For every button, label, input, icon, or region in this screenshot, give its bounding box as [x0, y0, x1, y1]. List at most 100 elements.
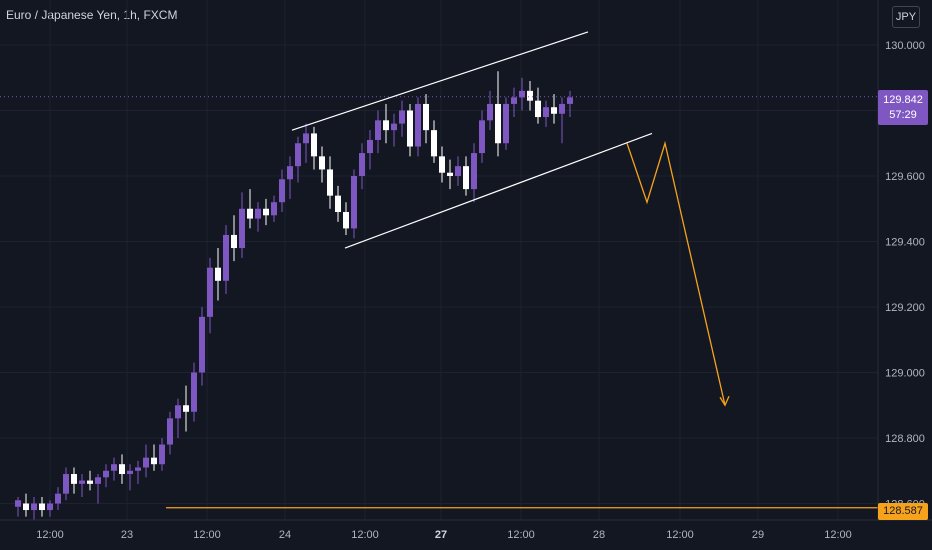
- candle-body: [423, 103, 429, 131]
- chart-grid: [0, 0, 878, 520]
- price-tick-label: 130.000: [885, 40, 925, 52]
- candle-body: [119, 464, 125, 475]
- candle-body: [31, 503, 37, 511]
- candle-body: [343, 212, 349, 229]
- candle-body: [71, 474, 77, 484]
- countdown-timer: 57:29: [889, 109, 917, 121]
- candle-body: [135, 467, 141, 471]
- candle-body: [47, 503, 53, 511]
- candle-body: [479, 120, 485, 154]
- candle-body: [375, 120, 381, 140]
- candle-body: [95, 477, 101, 484]
- price-tick-label: 129.400: [885, 237, 925, 249]
- time-tick-label: 27: [435, 529, 447, 541]
- candle-body: [311, 133, 317, 157]
- candle-body: [351, 176, 357, 229]
- candle-body: [335, 195, 341, 213]
- candle-body: [127, 470, 133, 475]
- candle-body: [271, 202, 277, 216]
- candle-body: [215, 267, 221, 281]
- candle-body: [287, 166, 293, 180]
- candle-body: [263, 208, 269, 216]
- candle-body: [439, 156, 445, 173]
- candle-body: [495, 103, 501, 144]
- candle-body: [551, 107, 557, 114]
- candle-body: [431, 130, 437, 157]
- candle-body: [55, 493, 61, 504]
- time-tick-label: 12:00: [193, 529, 221, 541]
- candle-body: [247, 208, 253, 219]
- candle-body: [295, 143, 301, 167]
- time-tick-label: 12:00: [351, 529, 379, 541]
- time-tick-label: 24: [279, 529, 291, 541]
- time-tick-label: 23: [121, 529, 133, 541]
- candle-body: [471, 153, 477, 190]
- projection-arrowhead: [719, 395, 730, 407]
- candle-body: [199, 316, 205, 373]
- candle-body: [383, 120, 389, 131]
- candle-body: [111, 464, 117, 471]
- candle-body: [39, 503, 45, 511]
- candle-body: [415, 103, 421, 147]
- candle-body: [191, 372, 197, 412]
- time-tick-label: 29: [752, 529, 764, 541]
- time-tick-label: 12:00: [666, 529, 694, 541]
- candle-body: [231, 234, 237, 249]
- candle-body: [391, 123, 397, 131]
- time-axis: 12:00 23 12:00 24 12:00 27 12:00 28 12:00 29 12:00: [36, 529, 852, 541]
- candle-body: [239, 208, 245, 249]
- candle-body: [543, 107, 549, 118]
- candle-body: [175, 405, 181, 419]
- candle-body: [447, 172, 453, 176]
- price-tick-label: 129.200: [885, 302, 925, 314]
- candle-body: [15, 500, 21, 507]
- time-tick-label: 12:00: [824, 529, 852, 541]
- chart-title: Euro / Japanese Yen, 1h, FXCM: [6, 8, 178, 22]
- candle-body: [223, 234, 229, 281]
- candle-body: [303, 133, 309, 144]
- current-price-value: 129.842: [883, 94, 923, 106]
- chart-axes: [0, 0, 932, 521]
- candle-body: [207, 267, 213, 317]
- candle-body: [279, 179, 285, 203]
- candle-body: [511, 97, 517, 104]
- candle-body: [503, 103, 509, 144]
- candle-body: [103, 470, 109, 478]
- candle-body: [23, 503, 29, 511]
- price-tick-label: 129.000: [885, 368, 925, 380]
- candle-body: [359, 153, 365, 176]
- candle-body: [87, 480, 93, 484]
- target-price-badge: 128.587: [878, 503, 928, 520]
- currency-button[interactable]: JPY: [892, 6, 920, 28]
- candle-body: [183, 405, 189, 412]
- candle-body: [327, 169, 333, 196]
- candle-body: [527, 90, 533, 101]
- candle-body: [487, 103, 493, 121]
- candle-body: [535, 100, 541, 118]
- candlestick-series: [15, 71, 573, 520]
- candle-body: [143, 457, 149, 468]
- candle-body: [151, 457, 157, 465]
- time-tick-label: 12:00: [507, 529, 535, 541]
- candle-body: [367, 139, 373, 154]
- candle-body: [559, 103, 565, 114]
- candle-body: [79, 480, 85, 484]
- candle-body: [567, 97, 573, 104]
- candle-body: [167, 418, 173, 445]
- projection-path: [626, 140, 726, 406]
- channel-lower-line: [344, 132, 653, 249]
- time-tick-label: 12:00: [36, 529, 64, 541]
- current-price-badge: 129.842 57:29: [878, 90, 928, 125]
- candle-body: [255, 208, 261, 219]
- price-tick-label: 128.800: [885, 433, 925, 445]
- channel-upper-line: [291, 31, 589, 131]
- candle-body: [519, 90, 525, 98]
- candle-body: [407, 110, 413, 147]
- candle-body: [319, 156, 325, 170]
- candle-body: [159, 444, 165, 465]
- candle-body: [63, 474, 69, 494]
- candle-body: [455, 166, 461, 176]
- candle-body: [399, 110, 405, 124]
- candle-body: [463, 166, 469, 190]
